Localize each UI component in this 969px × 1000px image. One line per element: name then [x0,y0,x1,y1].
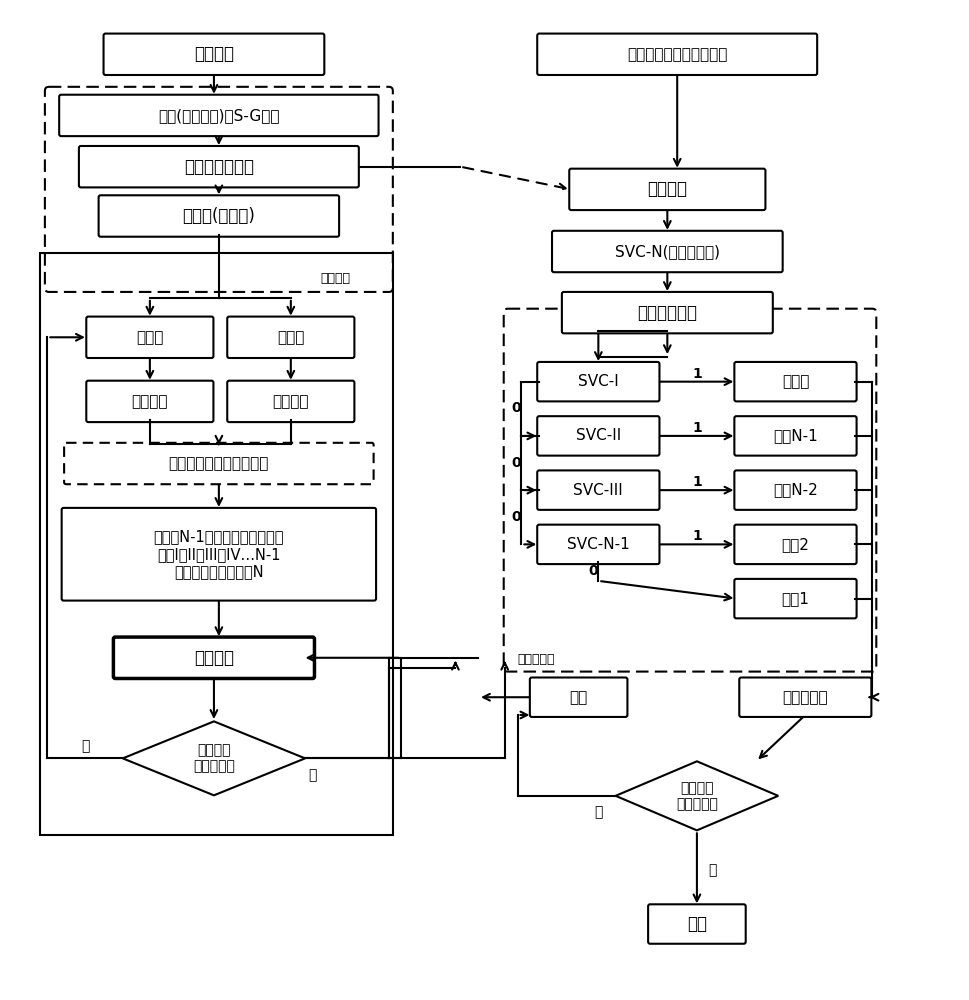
FancyBboxPatch shape [537,362,660,401]
FancyBboxPatch shape [562,292,773,333]
Text: 特征相关性分析: 特征相关性分析 [184,158,254,176]
FancyBboxPatch shape [735,416,857,456]
FancyBboxPatch shape [62,508,376,601]
Text: 数据处理: 数据处理 [320,272,350,285]
Text: 否: 否 [80,740,89,754]
Text: 1: 1 [692,367,702,381]
Text: 故障2: 故障2 [782,537,809,552]
Text: 模型检验: 模型检验 [194,649,234,667]
FancyBboxPatch shape [739,678,871,717]
Text: 1: 1 [692,529,702,543]
FancyBboxPatch shape [228,317,355,358]
Text: 正常: 正常 [570,690,588,705]
FancyBboxPatch shape [104,34,325,75]
Text: 1: 1 [692,475,702,489]
Text: 参数确定: 参数确定 [272,394,309,409]
Text: 0: 0 [512,510,521,524]
Text: 故障N-2: 故障N-2 [773,483,818,498]
Text: 故障N-1: 故障N-1 [773,428,818,443]
FancyBboxPatch shape [537,416,660,456]
Text: 故障1: 故障1 [782,591,809,606]
Text: 降噪(小波降噪)和S-G滤波: 降噪(小波降噪)和S-G滤波 [158,108,280,123]
FancyBboxPatch shape [648,904,746,944]
FancyBboxPatch shape [537,470,660,510]
FancyBboxPatch shape [735,525,857,564]
Text: 确定所属系统: 确定所属系统 [638,304,698,322]
Text: 故障逆解析: 故障逆解析 [517,653,555,666]
Text: 是否达到
精度要求？: 是否达到 精度要求？ [193,743,234,773]
Text: 有故障: 有故障 [782,374,809,389]
FancyBboxPatch shape [537,525,660,564]
FancyBboxPatch shape [45,87,392,292]
Text: 历史数据: 历史数据 [194,45,234,63]
Text: 支持向量机训练有关过程: 支持向量机训练有关过程 [169,456,269,471]
FancyBboxPatch shape [735,579,857,618]
FancyBboxPatch shape [86,381,213,422]
FancyBboxPatch shape [59,95,379,136]
Text: 训练组: 训练组 [137,330,164,345]
Text: SVC-III: SVC-III [574,483,623,498]
Text: 0: 0 [512,456,521,470]
Text: 是否达到
报警计数？: 是否达到 报警计数？ [676,781,718,811]
Text: 数据处理: 数据处理 [647,180,687,198]
Text: 测试组: 测试组 [277,330,304,345]
FancyBboxPatch shape [552,231,783,272]
Text: SVC-N(基础判别器): SVC-N(基础判别器) [615,244,720,259]
Text: SVC-II: SVC-II [576,428,621,443]
FancyBboxPatch shape [228,381,355,422]
Text: 聚类分组: 聚类分组 [132,394,168,409]
Polygon shape [123,721,305,795]
FancyBboxPatch shape [537,34,817,75]
FancyBboxPatch shape [86,317,213,358]
Text: SVC-I: SVC-I [578,374,619,389]
Text: 1: 1 [692,421,702,435]
Text: 建立共N-1个分级聚类故障诊断
模型I、II、III、IV…N-1
和一个基础诊断模型N: 建立共N-1个分级聚类故障诊断 模型I、II、III、IV…N-1 和一个基础诊… [154,529,284,579]
Text: 是: 是 [308,768,317,782]
Polygon shape [615,761,778,830]
Text: SVC-N-1: SVC-N-1 [567,537,630,552]
Text: 归一化(标准化): 归一化(标准化) [182,207,255,225]
Text: 报警: 报警 [687,915,707,933]
FancyBboxPatch shape [735,362,857,401]
FancyBboxPatch shape [99,195,339,237]
FancyBboxPatch shape [64,443,374,484]
FancyBboxPatch shape [569,169,766,210]
FancyBboxPatch shape [735,470,857,510]
Text: 报警计数器: 报警计数器 [783,690,828,705]
Text: 0: 0 [589,564,598,578]
Text: 否: 否 [594,806,603,820]
FancyBboxPatch shape [530,678,627,717]
Text: 多系统实时运行监测数据: 多系统实时运行监测数据 [627,47,728,62]
FancyBboxPatch shape [504,309,876,672]
FancyBboxPatch shape [113,637,315,678]
FancyBboxPatch shape [78,146,359,187]
Text: 0: 0 [512,401,521,415]
Text: 是: 是 [708,863,717,877]
